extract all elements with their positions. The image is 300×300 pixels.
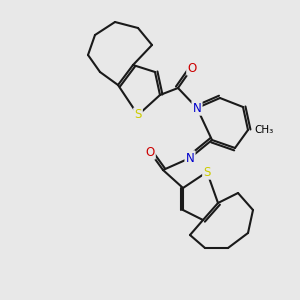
Text: N: N — [193, 101, 201, 115]
Text: CH₃: CH₃ — [254, 125, 274, 135]
Text: O: O — [146, 146, 154, 158]
Text: N: N — [186, 152, 194, 164]
Text: S: S — [203, 166, 211, 178]
Text: S: S — [134, 109, 142, 122]
Text: O: O — [188, 61, 196, 74]
